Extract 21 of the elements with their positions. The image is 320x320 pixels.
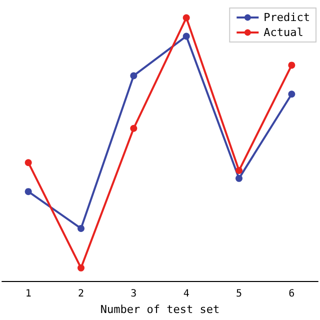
x-tick-label: 1	[25, 288, 32, 300]
x-tick-label: 2	[78, 288, 84, 300]
point	[130, 72, 138, 80]
legend-label: Predict	[264, 11, 310, 24]
legend-label: Actual	[264, 26, 304, 39]
point	[288, 90, 296, 98]
point	[130, 124, 138, 132]
point	[236, 174, 242, 182]
point	[78, 264, 84, 272]
x-tick-label: 6	[288, 288, 295, 300]
point	[78, 224, 84, 232]
point	[24, 188, 32, 196]
point	[182, 14, 190, 22]
point	[288, 62, 296, 69]
point	[24, 159, 32, 166]
x-tick-label: 4	[183, 288, 190, 300]
x-tick-label: 5	[236, 288, 242, 300]
point	[182, 32, 190, 40]
x-axis-title: Number of test set	[100, 303, 220, 316]
point	[236, 167, 242, 174]
x-tick-label: 3	[130, 288, 137, 300]
